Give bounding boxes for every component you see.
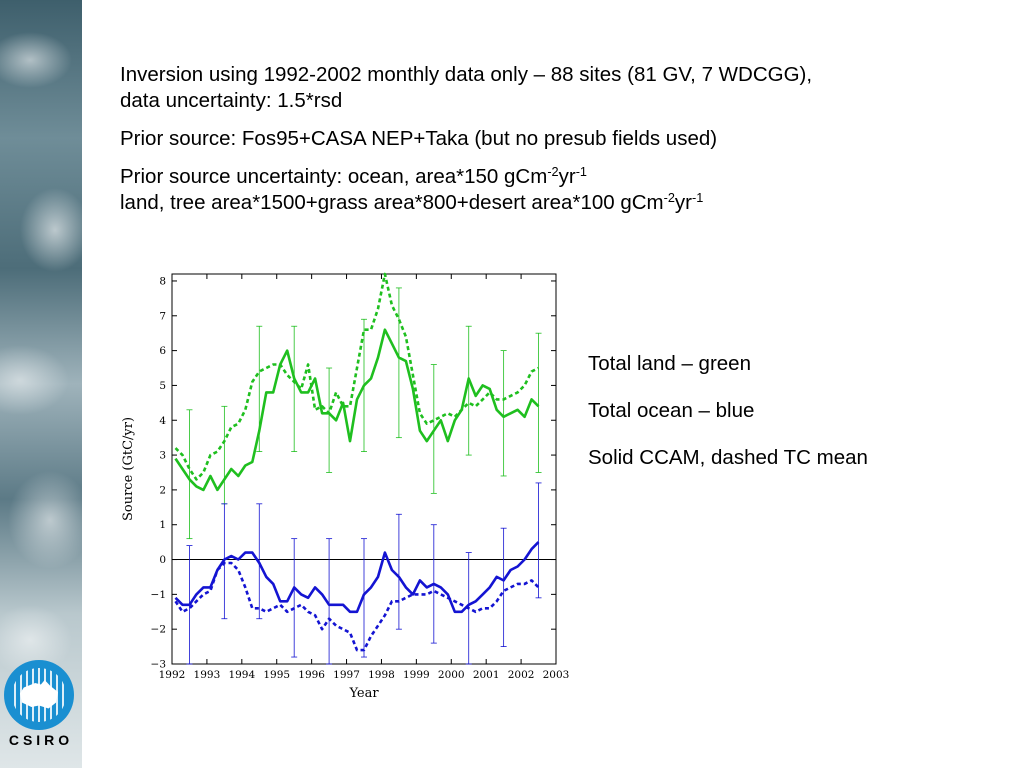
exponent: -1 bbox=[692, 190, 704, 206]
y-tick-label: 3 bbox=[159, 450, 166, 462]
ocean-solid-series-line bbox=[174, 541, 540, 614]
x-tick-label: 2001 bbox=[473, 669, 500, 681]
y-tick-label: 0 bbox=[159, 554, 166, 566]
y-tick-label: 2 bbox=[159, 484, 166, 496]
x-tick-label: 2000 bbox=[438, 669, 465, 681]
x-tick-label: 2002 bbox=[508, 669, 535, 681]
source-chart: −3 −2 −1 0 1 2 3 4 5 6 7 8 1992 1993 1994 1995 1996 1997 1… bbox=[121, 272, 570, 701]
land-solid-series-line bbox=[174, 328, 540, 492]
x-tick-label: 1994 bbox=[228, 669, 255, 681]
logo-text: CSIRO bbox=[8, 732, 74, 748]
y-tick-label: 1 bbox=[159, 519, 166, 531]
note-style: Solid CCAM, dashed TC mean bbox=[588, 446, 868, 469]
x-tick-label: 1996 bbox=[298, 669, 325, 681]
y-tick-label: 7 bbox=[159, 310, 166, 322]
uncertainty-land: land, tree area*1500+grass area*800+dese… bbox=[120, 191, 664, 214]
x-tick-label: 1999 bbox=[403, 669, 430, 681]
x-tick-label: 2003 bbox=[543, 669, 570, 681]
land-dashed-series-line bbox=[174, 272, 540, 481]
x-axis-label: Year bbox=[348, 686, 379, 701]
plot-frame bbox=[171, 273, 557, 665]
x-tick-label: 1993 bbox=[194, 669, 221, 681]
x-tick-label: 1998 bbox=[368, 669, 395, 681]
prior-uncertainty: Prior source uncertainty: ocean, area*15… bbox=[120, 164, 1000, 216]
y-tick-label: −2 bbox=[151, 624, 166, 636]
description-block: Inversion using 1992-2002 monthly data o… bbox=[120, 62, 1000, 228]
y-tick-label: 6 bbox=[159, 345, 166, 357]
y-tick-label: −1 bbox=[151, 589, 166, 601]
note-land: Total land – green bbox=[588, 352, 751, 375]
x-tick-label: 1992 bbox=[159, 669, 186, 681]
x-tick-label: 1997 bbox=[333, 669, 360, 681]
exponent: -1 bbox=[575, 164, 587, 180]
ocean-dashed-series-line bbox=[174, 561, 540, 652]
exponent: -2 bbox=[663, 190, 675, 206]
csiro-logo bbox=[4, 660, 74, 730]
y-tick-label: 5 bbox=[159, 380, 166, 392]
y-tick-label: −3 bbox=[151, 659, 166, 671]
unit-yr: yr bbox=[558, 165, 576, 188]
uncertainty-ocean: Prior source uncertainty: ocean, area*15… bbox=[120, 165, 548, 188]
unit-yr: yr bbox=[674, 191, 692, 214]
legend-notes: Total land – green Total ocean – blue So… bbox=[588, 352, 868, 493]
y-tick-label: 4 bbox=[159, 415, 166, 427]
prior-source: Prior source: Fos95+CASA NEP+Taka (but n… bbox=[120, 127, 718, 150]
y-axis-label: Source (GtC/yr) bbox=[121, 417, 136, 521]
x-tick-label: 1995 bbox=[263, 669, 290, 681]
exponent: -2 bbox=[547, 164, 559, 180]
inversion-line-1: Inversion using 1992-2002 monthly data o… bbox=[120, 63, 813, 86]
y-tick-label: 8 bbox=[159, 275, 166, 287]
inversion-description: Inversion using 1992-2002 monthly data o… bbox=[120, 62, 1000, 114]
sky-banner bbox=[0, 0, 82, 768]
inversion-line-2: data uncertainty: 1.5*rsd bbox=[120, 89, 343, 112]
note-ocean: Total ocean – blue bbox=[588, 399, 755, 422]
